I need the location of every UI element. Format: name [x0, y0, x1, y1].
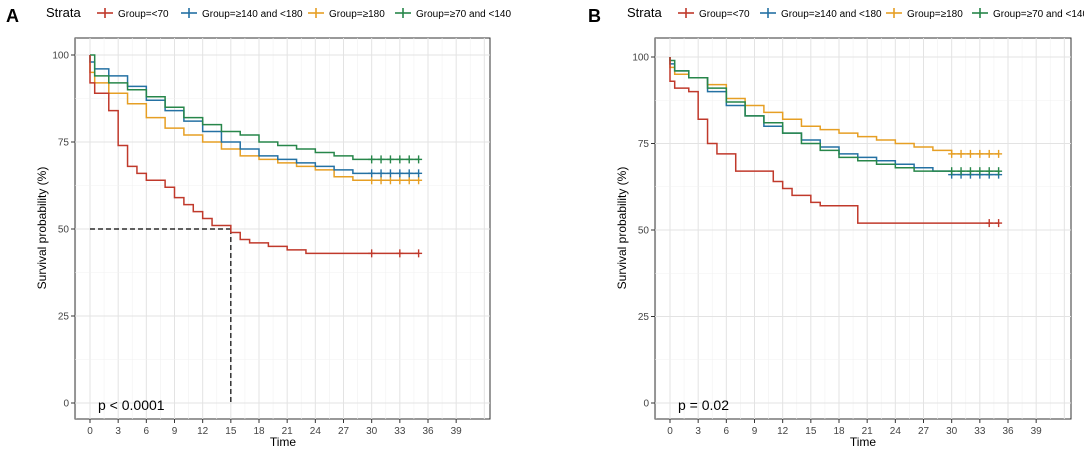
x-tick-label: 36	[1002, 426, 1014, 437]
x-tick-label: 15	[805, 426, 817, 437]
legend-item-ge180: Group=≥180	[886, 8, 963, 20]
x-tick-label: 18	[833, 426, 845, 437]
legend-label: Group=≥180	[329, 9, 385, 20]
legend-label: Group=≥140 and <180	[202, 9, 303, 20]
x-tick-label: 24	[890, 426, 902, 437]
x-tick-label: 0	[667, 426, 673, 437]
x-ticks-a: 0 3 6 9 12 15 18 21 24 27 30 33 36 39	[87, 419, 462, 437]
legend-label: Group=≥70 and <140	[416, 9, 511, 20]
y-tick-label: 0	[63, 399, 69, 410]
median-lines-a	[90, 228, 232, 403]
x-tick-label: 30	[366, 426, 378, 437]
x-tick-label: 6	[144, 426, 150, 437]
x-tick-label: 21	[862, 426, 874, 437]
y-tick-label: 50	[638, 226, 650, 237]
x-tick-label: 24	[310, 426, 322, 437]
series-a	[89, 54, 423, 258]
legend-title: Strata	[46, 5, 81, 20]
legend-label: Group=≥70 and <140	[993, 9, 1084, 20]
x-tick-label: 3	[695, 426, 701, 437]
y-tick-label: 75	[638, 139, 650, 150]
y-ticks-a: 0 25 50 75 100	[52, 51, 75, 410]
x-tick-label: 6	[724, 426, 730, 437]
x-tick-label: 27	[918, 426, 930, 437]
series-b	[669, 57, 1003, 228]
y-tick-label: 100	[632, 53, 649, 64]
legend-item-140to180: Group=≥140 and <180	[760, 8, 882, 20]
series-line-70to140	[669, 57, 999, 172]
y-tick-label: 75	[58, 138, 70, 149]
x-tick-label: 21	[282, 426, 294, 437]
p-value-b: p = 0.02	[678, 397, 729, 413]
legend-label: Group=≥140 and <180	[781, 9, 882, 20]
y-tick-label: 25	[638, 312, 650, 323]
legend-label: Group=<70	[699, 9, 750, 20]
legend-item-lt70: Group=<70	[678, 8, 750, 20]
y-ticks-b: 0 25 50 75 100	[632, 53, 655, 410]
x-tick-label: 12	[197, 426, 209, 437]
y-tick-label: 0	[643, 399, 649, 410]
y-tick-label: 100	[52, 51, 69, 62]
legend-item-140to180: Group=≥140 and <180	[181, 8, 303, 20]
legend-a: Strata Group=<70 Group=≥140 and <180 Gro…	[46, 5, 511, 20]
x-axis-title-b: Time	[850, 435, 877, 449]
x-tick-label: 33	[394, 426, 406, 437]
panel-b: B Strata Group=<70 Group=≥140 and <180 G…	[588, 5, 1084, 449]
y-axis-title-a: Survival probability (%)	[35, 167, 49, 290]
legend-label: Group=<70	[118, 9, 169, 20]
legend-item-ge180: Group=≥180	[308, 8, 385, 20]
legend-item-lt70: Group=<70	[97, 8, 169, 20]
x-tick-label: 15	[225, 426, 237, 437]
series-line-ge180	[89, 55, 419, 182]
x-tick-label: 27	[338, 426, 350, 437]
legend-b: Strata Group=<70 Group=≥140 and <180 Gro…	[627, 5, 1084, 20]
x-tick-label: 9	[752, 426, 758, 437]
panel-label-a: A	[6, 6, 19, 26]
x-tick-label: 3	[115, 426, 121, 437]
grid-b	[655, 38, 1071, 419]
x-tick-label: 18	[253, 426, 265, 437]
series-line-lt70	[669, 57, 999, 224]
panel-label-b: B	[588, 6, 601, 26]
x-ticks-b: 0 3 6 9 12 15 18 21 24 27 30 33 36 39	[667, 419, 1042, 437]
x-tick-label: 0	[87, 426, 93, 437]
y-tick-label: 25	[58, 312, 70, 323]
legend-item-70to140: Group=≥70 and <140	[395, 8, 511, 20]
series-line-70to140	[90, 54, 419, 161]
legend-label: Group=≥180	[907, 9, 963, 20]
x-tick-label: 9	[172, 426, 178, 437]
p-value-a: p < 0.0001	[98, 397, 165, 413]
x-tick-label: 33	[974, 426, 986, 437]
x-tick-label: 30	[946, 426, 958, 437]
x-axis-title-a: Time	[270, 435, 297, 449]
legend-title: Strata	[627, 5, 662, 20]
panel-a: A Strata Group=<70 Group=≥140 and <180 G…	[6, 5, 511, 449]
y-tick-label: 50	[58, 225, 70, 236]
plot-area-b	[654, 37, 1072, 420]
series-line-140to180	[89, 55, 419, 175]
y-axis-title-b: Survival probability (%)	[615, 167, 629, 290]
legend-item-70to140: Group=≥70 and <140	[972, 8, 1084, 20]
series-line-lt70	[89, 55, 419, 255]
x-tick-label: 39	[1031, 426, 1043, 437]
x-tick-label: 39	[451, 426, 463, 437]
x-tick-label: 36	[422, 426, 434, 437]
x-tick-label: 12	[777, 426, 789, 437]
